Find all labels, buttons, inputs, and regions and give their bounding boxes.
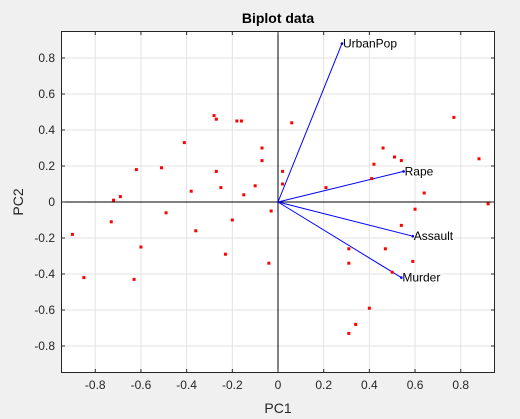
data-point <box>219 186 222 189</box>
data-point <box>281 170 284 173</box>
data-point <box>139 246 142 249</box>
data-point <box>347 247 350 250</box>
vector-label-murder: Murder <box>402 271 440 285</box>
data-point <box>254 184 257 187</box>
data-point <box>400 224 403 227</box>
y-tick-label: 0.8 <box>38 51 55 65</box>
y-tick-label: 0 <box>48 195 55 209</box>
data-point <box>324 186 327 189</box>
data-point <box>235 120 238 123</box>
data-point <box>478 157 481 160</box>
data-point <box>372 163 375 166</box>
data-point <box>119 195 122 198</box>
chart-title: Biplot data <box>242 10 315 26</box>
vector-label-rape: Rape <box>405 164 434 178</box>
data-point <box>133 278 136 281</box>
data-point <box>165 211 168 214</box>
data-point <box>393 156 396 159</box>
vector-label-urbanpop: UrbanPop <box>343 37 397 51</box>
data-point <box>135 168 138 171</box>
data-point <box>213 114 216 117</box>
x-tick-label: 0.6 <box>407 378 424 392</box>
x-tick-label: 0.4 <box>361 378 378 392</box>
data-point <box>414 208 417 211</box>
y-tick-label: 0.6 <box>38 87 55 101</box>
data-point <box>270 210 273 213</box>
data-point <box>354 323 357 326</box>
y-tick-label: -0.4 <box>34 267 55 281</box>
x-tick-label: -0.4 <box>176 378 197 392</box>
data-point <box>487 202 490 205</box>
data-point <box>368 307 371 310</box>
data-point <box>160 166 163 169</box>
data-point <box>183 141 186 144</box>
data-point <box>261 159 264 162</box>
y-axis-title: PC2 <box>10 188 26 215</box>
x-tick-label: -0.2 <box>222 378 243 392</box>
data-point <box>215 170 218 173</box>
data-point <box>267 262 270 265</box>
x-tick-label: -0.8 <box>85 378 106 392</box>
data-point <box>215 118 218 121</box>
data-point <box>242 193 245 196</box>
y-tick-label: 0.4 <box>38 123 55 137</box>
data-point <box>240 120 243 123</box>
data-point <box>110 220 113 223</box>
x-tick-label: -0.6 <box>131 378 152 392</box>
data-point <box>347 332 350 335</box>
data-point <box>370 177 373 180</box>
data-point <box>290 121 293 124</box>
x-tick-label: 0.8 <box>452 378 469 392</box>
data-point <box>71 233 74 236</box>
y-tick-label: 0.2 <box>38 159 55 173</box>
vector-label-assault: Assault <box>414 229 454 243</box>
x-tick-label: 0.2 <box>315 378 332 392</box>
data-point <box>423 192 426 195</box>
data-point <box>224 253 227 256</box>
data-point <box>391 271 394 274</box>
data-point <box>82 276 85 279</box>
data-point <box>190 190 193 193</box>
data-point <box>261 147 264 150</box>
x-axis-title: PC1 <box>264 400 291 416</box>
data-point <box>281 183 284 186</box>
data-point <box>384 247 387 250</box>
y-tick-label: -0.8 <box>34 339 55 353</box>
y-tick-label: -0.2 <box>34 231 55 245</box>
data-point <box>112 199 115 202</box>
data-point <box>411 260 414 263</box>
y-tick-label: -0.6 <box>34 303 55 317</box>
data-point <box>194 229 197 232</box>
data-point <box>382 147 385 150</box>
data-point <box>347 262 350 265</box>
data-point <box>400 159 403 162</box>
data-point <box>452 116 455 119</box>
data-point <box>231 219 234 222</box>
x-tick-label: 0 <box>275 378 282 392</box>
